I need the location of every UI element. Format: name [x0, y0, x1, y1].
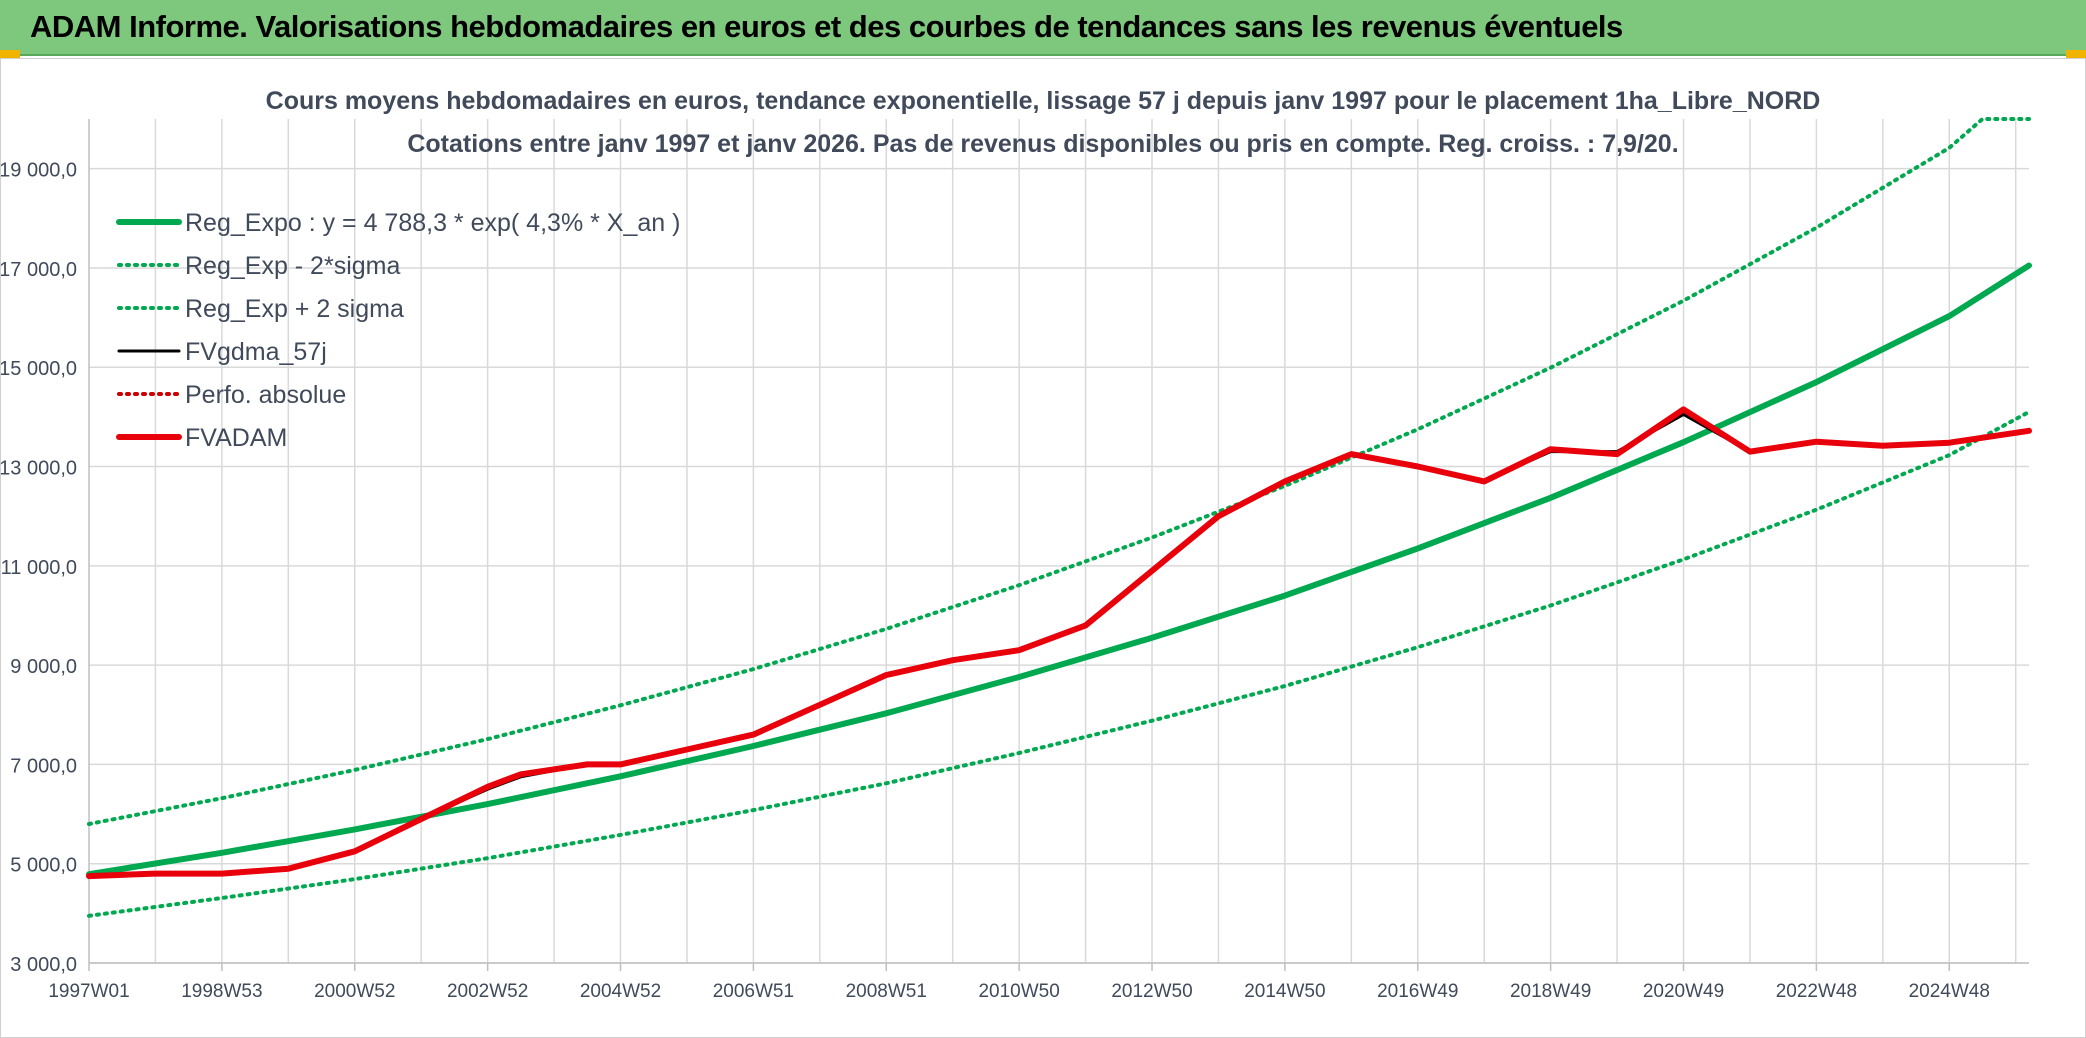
legend-label: Reg_Exp - 2*sigma: [185, 252, 400, 280]
legend-label: Reg_Expo : y = 4 788,3 * exp( 4,3% * X_a…: [185, 209, 680, 237]
banner-title: ADAM Informe. Valorisations hebdomadaire…: [30, 9, 1623, 44]
x-tick-label: 1998W53: [181, 981, 262, 1002]
x-tick-label: 2006W51: [713, 981, 794, 1002]
x-tick-label: 2010W50: [978, 981, 1059, 1002]
legend-label: FVgdma_57j: [185, 338, 327, 366]
x-tick-label: 2016W49: [1377, 981, 1458, 1002]
chart-title: Cours moyens hebdomadaires en euros, ten…: [266, 87, 1821, 115]
x-tick-label: 2012W50: [1111, 981, 1192, 1002]
legend-label: Reg_Exp + 2 sigma: [185, 295, 404, 323]
y-tick-label: 9 000,0: [10, 656, 77, 678]
series-line-2: [87, 117, 2031, 826]
top-banner: ADAM Informe. Valorisations hebdomadaire…: [0, 0, 2086, 56]
legend-label: FVADAM: [185, 424, 287, 452]
x-tick-label: 2002W52: [447, 981, 528, 1002]
x-tick-label: 2000W52: [314, 981, 395, 1002]
chart-frame: 3 000,0 5 000,0 7 000,0 9 000,0 11 000,0 13 0…: [0, 58, 2086, 1038]
y-tick-label: 11 000,0: [1, 557, 77, 579]
x-tick-label: 2004W52: [580, 981, 661, 1002]
x-tick-label: 2008W51: [846, 981, 927, 1002]
x-tick-label: 2014W50: [1244, 981, 1325, 1002]
x-tick-label: 2018W49: [1510, 981, 1591, 1002]
line-chart: 3 000,0 5 000,0 7 000,0 9 000,0 11 000,0 13 0…: [0, 87, 2032, 1002]
x-tick-label: 2024W48: [1909, 981, 1990, 1002]
corner-marker-right: [2066, 50, 2086, 58]
legend-label: Perfo. absolue: [185, 381, 346, 409]
x-tick-label: 2020W49: [1643, 981, 1724, 1002]
x-tick-label: 1997W01: [48, 981, 129, 1002]
y-tick-label: 7 000,0: [10, 755, 77, 777]
chart-subtitle: Cotations entre janv 1997 et janv 2026. …: [407, 130, 1678, 158]
series-line-3: [87, 412, 2031, 878]
series-line-5: [86, 406, 2032, 880]
series-line-1: [87, 409, 2031, 918]
y-tick-label: 15 000,0: [1, 358, 77, 380]
axis-layer: 3 000,0 5 000,0 7 000,0 9 000,0 11 000,0 13 0…: [0, 119, 2029, 1002]
y-tick-label: 19 000,0: [1, 160, 77, 182]
series-line-0: [86, 262, 2032, 878]
series-layer: [86, 117, 2032, 918]
y-tick-label: 3 000,0: [10, 954, 77, 976]
legend: Reg_Expo : y = 4 788,3 * exp( 4,3% * X_a…: [116, 209, 680, 452]
x-tick-label: 2022W48: [1776, 981, 1857, 1002]
y-tick-label: 5 000,0: [10, 855, 77, 877]
y-tick-label: 13 000,0: [1, 458, 77, 480]
corner-marker-left: [0, 50, 20, 58]
y-tick-label: 17 000,0: [1, 259, 77, 281]
